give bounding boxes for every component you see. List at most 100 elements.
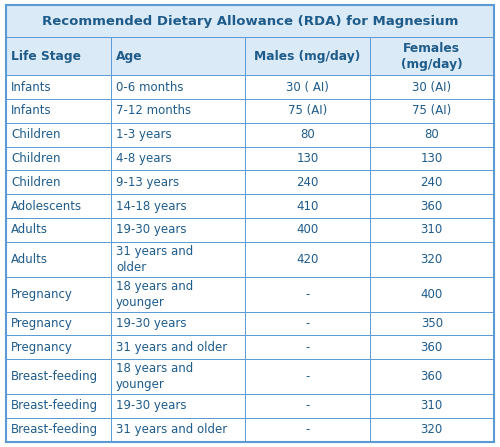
Bar: [111, 123, 245, 147]
Bar: [111, 218, 245, 242]
Text: Infants: Infants: [11, 80, 51, 94]
Bar: [370, 194, 494, 218]
Bar: [111, 312, 245, 335]
Text: 0-6 months: 0-6 months: [116, 80, 184, 94]
Bar: [111, 418, 245, 442]
Text: 360: 360: [420, 341, 443, 354]
Bar: [245, 277, 370, 312]
Bar: [370, 277, 494, 312]
Bar: [245, 170, 370, 194]
Bar: [245, 359, 370, 394]
Text: 80: 80: [300, 128, 314, 141]
Text: 19-30 years: 19-30 years: [116, 224, 186, 236]
Bar: [6, 242, 111, 277]
Bar: [370, 75, 494, 99]
Bar: [111, 277, 245, 312]
Text: 240: 240: [296, 176, 318, 189]
Text: 31 years and older: 31 years and older: [116, 423, 227, 436]
Bar: [245, 242, 370, 277]
Text: Adults: Adults: [11, 253, 48, 266]
Text: -: -: [305, 370, 310, 383]
Bar: [6, 335, 111, 359]
Text: Children: Children: [11, 152, 60, 165]
Text: 320: 320: [420, 423, 443, 436]
Text: Females
(mg/day): Females (mg/day): [401, 42, 462, 71]
Bar: [245, 418, 370, 442]
Bar: [6, 75, 111, 99]
Bar: [111, 394, 245, 418]
Bar: [111, 99, 245, 123]
Text: -: -: [305, 400, 310, 413]
Text: -: -: [305, 317, 310, 330]
Text: Pregnancy: Pregnancy: [11, 287, 73, 301]
Text: 31 years and older: 31 years and older: [116, 341, 227, 354]
Text: 360: 360: [420, 370, 443, 383]
Bar: [370, 123, 494, 147]
Text: 350: 350: [420, 317, 443, 330]
Bar: [6, 394, 111, 418]
Text: 310: 310: [420, 400, 443, 413]
Bar: [245, 99, 370, 123]
Bar: [6, 277, 111, 312]
Bar: [370, 394, 494, 418]
Text: 18 years and
younger: 18 years and younger: [116, 362, 193, 391]
Bar: [111, 147, 245, 170]
Bar: [245, 312, 370, 335]
Text: 30 (AI): 30 (AI): [412, 80, 452, 94]
Text: -: -: [305, 341, 310, 354]
Bar: [245, 37, 370, 75]
Bar: [6, 194, 111, 218]
Text: 360: 360: [420, 199, 443, 212]
Text: Infants: Infants: [11, 105, 51, 118]
Text: 75 (AI): 75 (AI): [412, 105, 452, 118]
Text: 4-8 years: 4-8 years: [116, 152, 172, 165]
Bar: [245, 394, 370, 418]
Bar: [111, 170, 245, 194]
Text: 400: 400: [420, 287, 443, 301]
Bar: [6, 312, 111, 335]
Text: Children: Children: [11, 128, 60, 141]
Bar: [111, 75, 245, 99]
Text: 130: 130: [296, 152, 318, 165]
Bar: [111, 335, 245, 359]
Bar: [370, 359, 494, 394]
Text: 75 (AI): 75 (AI): [288, 105, 327, 118]
Bar: [111, 242, 245, 277]
Bar: [370, 37, 494, 75]
Text: 240: 240: [420, 176, 443, 189]
Text: 1-3 years: 1-3 years: [116, 128, 172, 141]
Text: -: -: [305, 423, 310, 436]
Bar: [245, 218, 370, 242]
Text: 19-30 years: 19-30 years: [116, 400, 186, 413]
Text: 31 years and
older: 31 years and older: [116, 245, 193, 274]
Text: 14-18 years: 14-18 years: [116, 199, 186, 212]
Bar: [245, 335, 370, 359]
Text: Breast-feeding: Breast-feeding: [11, 423, 98, 436]
Bar: [370, 218, 494, 242]
Bar: [370, 242, 494, 277]
Text: Breast-feeding: Breast-feeding: [11, 400, 98, 413]
Bar: [370, 312, 494, 335]
Text: Adults: Adults: [11, 224, 48, 236]
Bar: [6, 170, 111, 194]
Text: Children: Children: [11, 176, 60, 189]
Text: 420: 420: [296, 253, 318, 266]
Text: 7-12 months: 7-12 months: [116, 105, 191, 118]
Text: 30 ( AI): 30 ( AI): [286, 80, 329, 94]
Text: Pregnancy: Pregnancy: [11, 317, 73, 330]
Bar: [6, 123, 111, 147]
Text: Males (mg/day): Males (mg/day): [254, 50, 360, 63]
Bar: [111, 37, 245, 75]
Bar: [245, 194, 370, 218]
Bar: [245, 123, 370, 147]
Text: 310: 310: [420, 224, 443, 236]
Bar: [370, 335, 494, 359]
Text: Recommended Dietary Allowance (RDA) for Magnesium: Recommended Dietary Allowance (RDA) for …: [42, 15, 458, 28]
Bar: [245, 75, 370, 99]
Text: 130: 130: [420, 152, 443, 165]
Bar: [6, 37, 111, 75]
Text: Age: Age: [116, 50, 142, 63]
Text: 80: 80: [424, 128, 439, 141]
Bar: [6, 359, 111, 394]
Bar: [6, 147, 111, 170]
